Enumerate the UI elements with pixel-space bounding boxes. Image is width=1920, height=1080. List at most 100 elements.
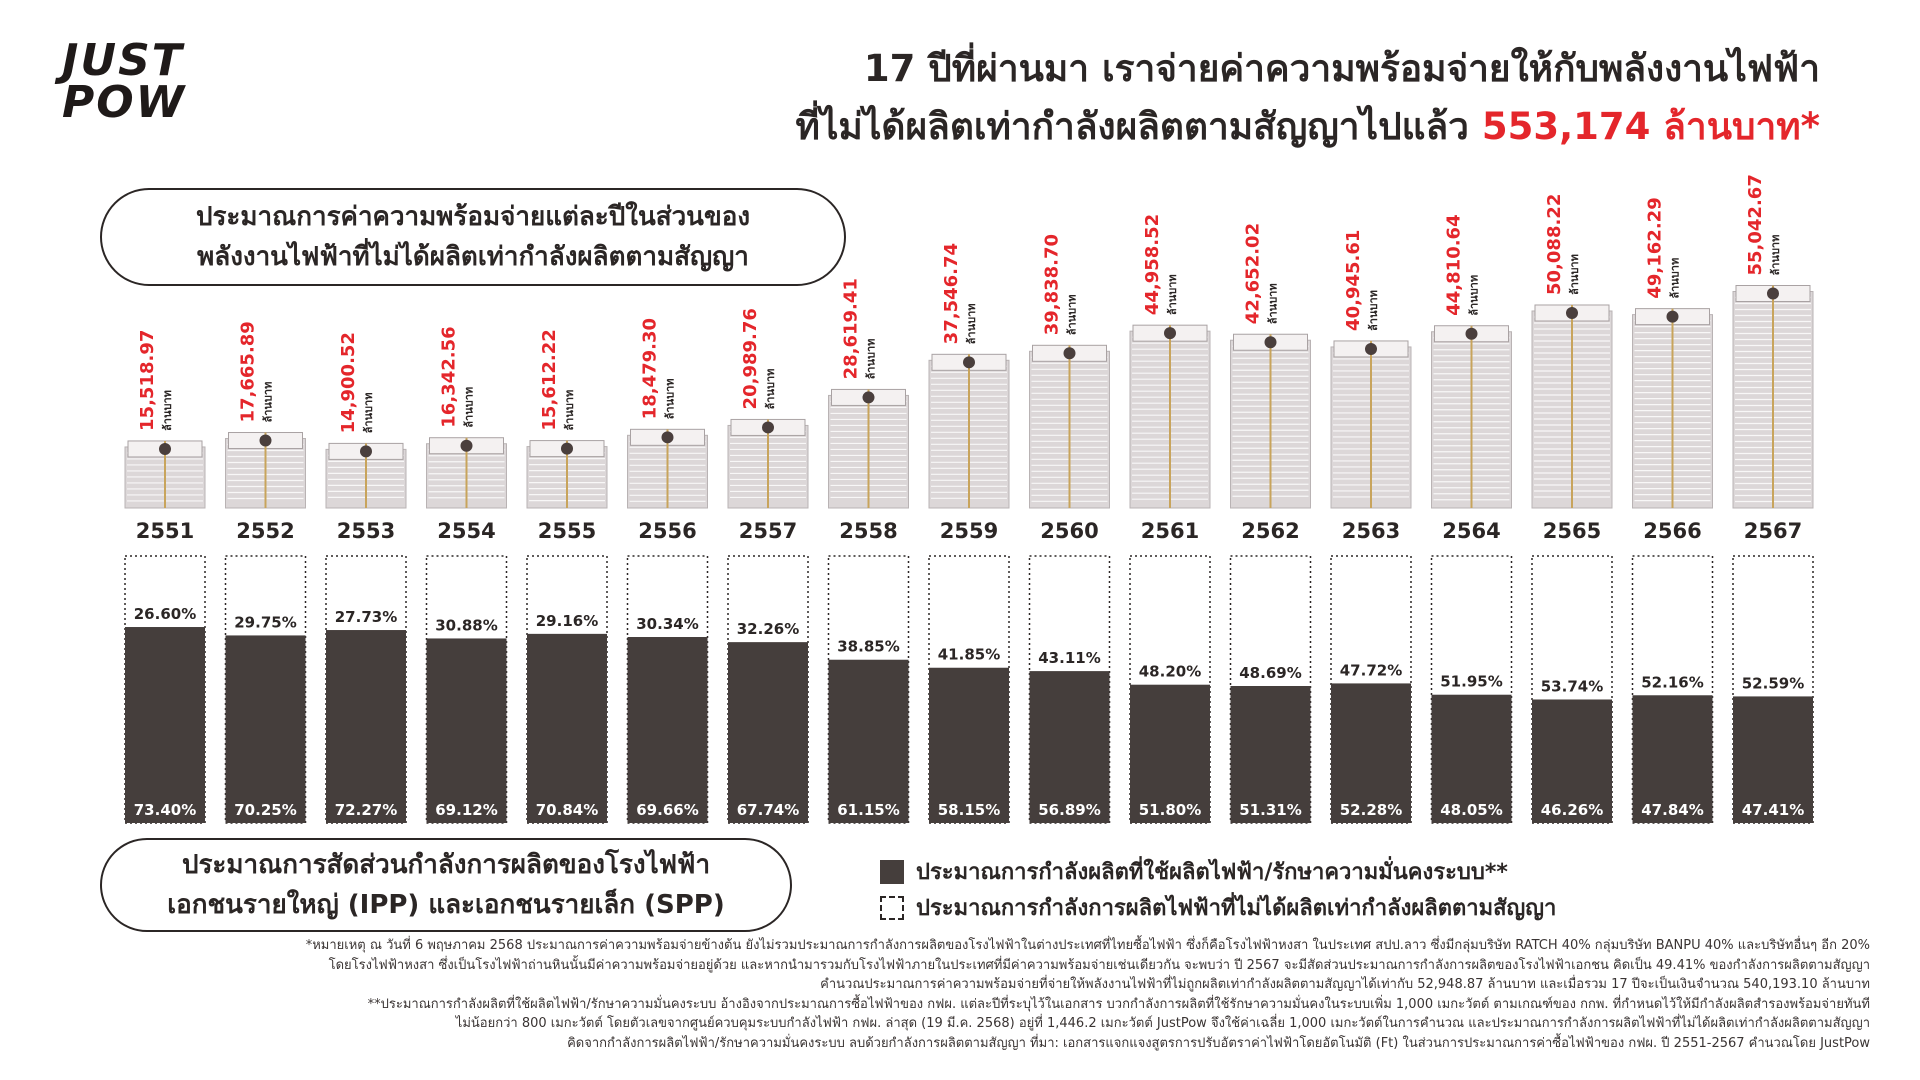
used-percent-label: 69.66%	[636, 801, 698, 819]
unused-percent-label: 48.20%	[1139, 663, 1201, 681]
title-total-highlight: 553,174 ล้านบาท*	[1481, 105, 1820, 148]
money-band	[1269, 334, 1272, 508]
used-percent-label: 58.15%	[938, 801, 1000, 819]
unused-percent-label: 30.88%	[435, 616, 497, 634]
value-label: 42,652.02	[1243, 223, 1264, 324]
unused-percent-label: 27.73%	[335, 608, 397, 626]
baht-symbol-icon	[762, 421, 774, 434]
used-capacity-segment	[1029, 671, 1110, 823]
footnote-line: **ประมาณการกำลังผลิตที่ใช้ผลิตไฟฟ้า/รักษ…	[367, 996, 1870, 1012]
money-band	[767, 419, 769, 508]
unused-percent-label: 26.60%	[134, 605, 196, 623]
used-capacity-segment	[1331, 683, 1411, 823]
baht-symbol-icon	[1264, 336, 1277, 349]
unused-percent-label: 29.75%	[234, 613, 296, 631]
year-tick-label: 2551	[136, 519, 194, 543]
baht-symbol-icon	[661, 431, 674, 444]
unit-label: ล้านบาท	[664, 378, 677, 419]
unit-label: ล้านบาท	[1066, 294, 1079, 335]
unit-label: ล้านบาท	[262, 382, 275, 423]
used-percent-label: 72.27%	[335, 801, 397, 819]
used-capacity-segment	[929, 667, 1009, 823]
unused-percent-label: 52.16%	[1641, 673, 1703, 691]
used-percent-label: 48.05%	[1440, 801, 1502, 819]
used-capacity-segment	[225, 635, 306, 823]
money-band	[666, 429, 669, 508]
year-tick-label: 2564	[1442, 519, 1500, 543]
year-tick-label: 2557	[739, 519, 797, 543]
unused-percent-label: 30.34%	[636, 615, 698, 633]
year-tick-label: 2556	[638, 519, 696, 543]
brand-logo: JUST POW	[62, 39, 187, 128]
money-band	[867, 389, 870, 508]
baht-symbol-icon	[1063, 347, 1076, 360]
bottom-caption-line1: ประมาณการสัดส่วนกำลังการผลิตของโรงไฟฟ้า	[181, 850, 711, 880]
value-label: 20,989.76	[740, 308, 761, 409]
unit-label: ล้านบาท	[1367, 290, 1380, 331]
used-percent-label: 61.15%	[837, 801, 899, 819]
money-band	[1772, 285, 1774, 508]
unused-percent-label: 43.11%	[1038, 649, 1100, 667]
footnote-line: คำนวณประมาณการค่าความพร้อมจ่ายที่จ่ายให้…	[820, 977, 1870, 992]
title-line2-prefix: ที่ไม่ได้ผลิตเท่ากำลังผลิตตามสัญญาไปแล้ว	[795, 105, 1482, 148]
baht-symbol-icon	[1365, 342, 1377, 355]
used-percent-label: 47.84%	[1641, 801, 1703, 819]
year-tick-label: 2566	[1643, 519, 1701, 543]
title-line2: ที่ไม่ได้ผลิตเท่ากำลังผลิตตามสัญญาไปแล้ว…	[795, 98, 1820, 156]
baht-symbol-icon	[360, 445, 372, 458]
value-label: 18,479.30	[640, 318, 661, 419]
money-band	[264, 432, 267, 508]
value-label: 40,945.61	[1343, 230, 1364, 331]
money-band	[1370, 340, 1372, 508]
baht-symbol-icon	[1164, 327, 1176, 340]
used-percent-label: 51.31%	[1239, 801, 1301, 819]
used-capacity-segment	[527, 633, 607, 823]
unit-label: ล้านบาท	[1568, 254, 1581, 295]
legend-label-dashed: ประมาณการกำลังการผลิตไฟฟ้าที่ไม่ได้ผลิตเ…	[916, 896, 1557, 921]
unit-label: ล้านบาท	[563, 390, 576, 431]
money-band	[1571, 304, 1573, 508]
unit-label: ล้านบาท	[764, 369, 777, 410]
unused-percent-label: 53.74%	[1541, 677, 1603, 695]
year-tick-label: 2552	[236, 519, 294, 543]
used-percent-label: 70.25%	[234, 801, 296, 819]
used-percent-label: 67.74%	[737, 801, 799, 819]
used-capacity-segment	[125, 627, 205, 823]
baht-symbol-icon	[1767, 287, 1779, 300]
unused-percent-label: 47.72%	[1340, 661, 1402, 679]
footnote-line: ไม่น้อยกว่า 800 เมกะวัตต์ โดยตัวเลขจากศู…	[455, 1016, 1870, 1031]
brand-logo-line2: POW	[62, 77, 187, 128]
money-band	[365, 443, 367, 508]
used-percent-label: 56.89%	[1038, 801, 1100, 819]
value-label: 37,546.74	[941, 243, 962, 344]
value-label: 39,838.70	[1042, 234, 1063, 335]
unit-label: ล้านบาท	[1166, 274, 1179, 315]
value-label: 28,619.41	[841, 278, 862, 379]
value-label: 50,088.22	[1544, 194, 1565, 295]
used-capacity-segment	[326, 630, 406, 823]
legend-swatch-filled	[880, 859, 904, 884]
baht-symbol-icon	[460, 439, 473, 452]
money-band	[1470, 325, 1473, 508]
value-label: 44,958.52	[1142, 214, 1163, 315]
used-percent-label: 69.12%	[435, 801, 497, 819]
baht-symbol-icon	[159, 442, 171, 455]
value-label: 14,900.52	[338, 332, 359, 433]
bottom-caption-line2: เอกชนรายใหญ่ (IPP) และเอกชนรายเล็ก (SPP)	[167, 890, 725, 920]
year-tick-label: 2567	[1744, 519, 1802, 543]
unused-percent-label: 52.59%	[1742, 674, 1804, 692]
unused-percent-label: 51.95%	[1440, 673, 1502, 691]
year-tick-label: 2565	[1543, 519, 1601, 543]
money-band	[1671, 308, 1674, 508]
used-capacity-segment	[1532, 699, 1612, 823]
money-band	[164, 440, 166, 508]
value-label: 17,665.89	[238, 321, 259, 422]
unused-percent-label: 32.26%	[737, 620, 799, 638]
value-label: 16,342.56	[439, 326, 460, 427]
year-tick-label: 2559	[940, 519, 998, 543]
footnote-line: คิดจากกำลังการผลิตไฟฟ้า/รักษาความมั่นคงร…	[567, 1035, 1870, 1051]
money-band	[465, 437, 468, 508]
unit-label: ล้านบาท	[965, 303, 978, 344]
used-capacity-segment	[728, 642, 808, 823]
year-tick-label: 2560	[1040, 519, 1098, 543]
